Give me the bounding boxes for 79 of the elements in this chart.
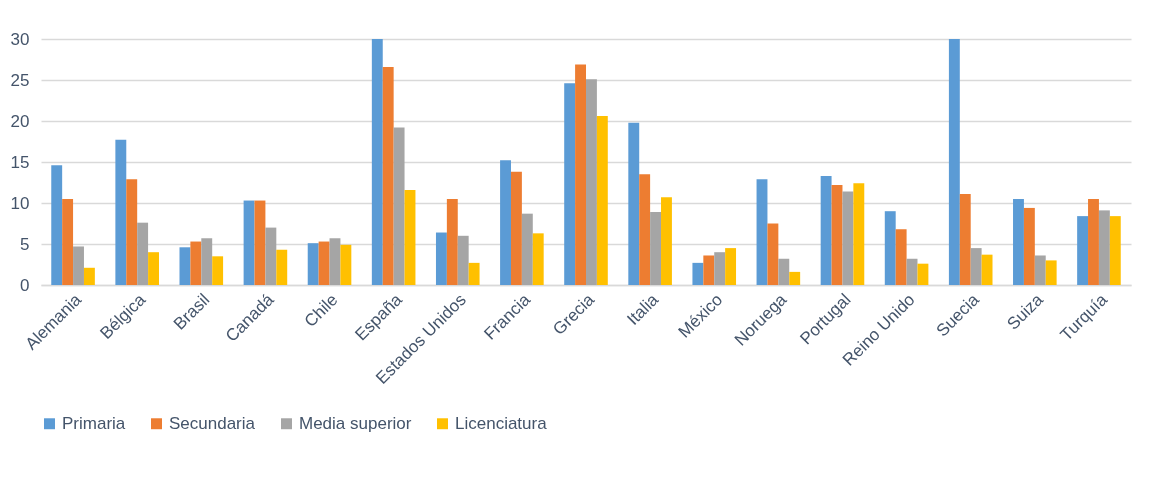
bar	[457, 235, 469, 285]
y-tick-label: 0	[20, 275, 30, 295]
bar	[895, 229, 907, 285]
bar	[148, 252, 159, 285]
legend-label: Media superior	[299, 413, 412, 433]
bar	[628, 122, 640, 285]
bar	[212, 256, 224, 285]
bar	[51, 165, 63, 285]
bar	[1045, 260, 1057, 285]
y-tick-label: 15	[10, 152, 30, 172]
bar	[820, 175, 832, 285]
bar	[639, 174, 651, 285]
bar	[1034, 255, 1046, 285]
bar	[73, 246, 84, 285]
y-tick-label: 5	[20, 234, 30, 254]
legend-label: Licenciatura	[455, 413, 548, 433]
bar	[789, 271, 801, 285]
bar	[468, 262, 480, 285]
bar	[318, 241, 330, 285]
bar	[62, 198, 74, 285]
bar	[201, 238, 213, 285]
bar	[650, 212, 662, 285]
bar	[970, 248, 982, 285]
y-tick-label: 25	[10, 70, 30, 90]
bar	[179, 247, 191, 285]
bar	[842, 191, 854, 285]
bar	[575, 64, 586, 285]
bar	[190, 241, 202, 285]
bar	[767, 223, 779, 285]
legend-label: Secundaria	[169, 413, 256, 433]
bar	[959, 193, 971, 285]
bar	[1109, 216, 1121, 285]
bar	[703, 255, 715, 285]
bar	[1023, 207, 1035, 285]
bar	[510, 171, 522, 285]
bar	[371, 39, 383, 285]
bar	[853, 183, 865, 285]
bar	[884, 211, 896, 285]
bar	[115, 139, 127, 285]
bar	[435, 232, 447, 285]
bar	[254, 200, 266, 285]
y-tick-label: 30	[10, 29, 30, 49]
bar	[778, 258, 790, 285]
y-tick-label: 20	[10, 111, 30, 131]
bar	[831, 184, 843, 285]
bar	[404, 189, 416, 285]
bar	[917, 263, 929, 285]
bar	[981, 254, 993, 285]
bar	[393, 127, 405, 285]
bar	[329, 238, 341, 285]
bar	[948, 39, 960, 285]
legend-label: Primaria	[62, 413, 126, 433]
bar	[1098, 210, 1110, 285]
bar	[521, 213, 533, 285]
bar	[500, 160, 511, 285]
bar	[243, 200, 255, 285]
y-tick-label: 10	[10, 193, 30, 213]
bar	[83, 267, 95, 285]
bar	[756, 179, 768, 285]
bar	[126, 179, 138, 285]
bar	[596, 116, 608, 285]
bar	[692, 262, 704, 285]
bar	[307, 243, 319, 285]
bar	[906, 258, 918, 285]
bar	[340, 244, 352, 285]
bar	[446, 198, 458, 285]
bar	[714, 252, 726, 285]
bar	[564, 83, 576, 285]
bar	[1013, 198, 1024, 285]
bar	[276, 249, 288, 285]
bar	[532, 233, 544, 285]
bar	[137, 222, 149, 285]
bar	[265, 227, 277, 285]
bar	[661, 197, 672, 285]
bar	[1088, 198, 1099, 285]
bar	[586, 79, 597, 285]
bar	[382, 66, 394, 285]
bar	[1077, 216, 1089, 285]
bar	[725, 248, 737, 285]
